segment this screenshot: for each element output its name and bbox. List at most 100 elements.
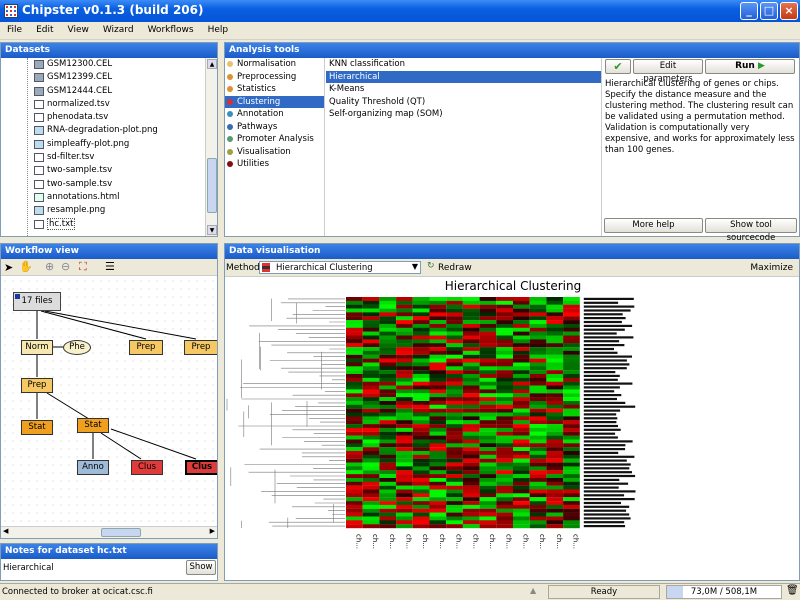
- scroll-left-icon[interactable]: ◀: [3, 527, 9, 535]
- dataset-item[interactable]: RNA-degradation-plot.png: [1, 124, 205, 137]
- heatmap-cell: [496, 370, 513, 375]
- node-clus-2[interactable]: Clus: [185, 460, 217, 475]
- method-select[interactable]: Hierarchical Clustering ▼: [259, 261, 421, 274]
- menu-wizard[interactable]: Wizard: [102, 25, 134, 35]
- workflow-title: Workflow view: [1, 244, 217, 259]
- tool-item[interactable]: KNN classification: [329, 59, 405, 69]
- param-ok-button[interactable]: ✔: [605, 59, 631, 74]
- datasets-scrollbar[interactable]: ▲ ▼: [205, 58, 217, 236]
- dataset-item[interactable]: sd-filter.tsv: [1, 151, 205, 164]
- menu-help[interactable]: Help: [207, 25, 229, 35]
- heatmap-cell: [462, 516, 480, 521]
- heatmap-cell: [513, 377, 530, 382]
- dataset-item[interactable]: normalized.tsv: [1, 98, 205, 111]
- auto-layout-icon[interactable]: ☰: [105, 260, 115, 273]
- scroll-down-icon[interactable]: ▼: [207, 225, 217, 235]
- edit-parameters-button[interactable]: Edit parameters: [633, 59, 703, 84]
- heatmap-cell: [462, 335, 480, 340]
- redraw-icon[interactable]: ↻: [427, 261, 435, 271]
- select-arrow-icon[interactable]: ➤: [4, 261, 14, 274]
- dataset-item[interactable]: annotations.html: [1, 191, 205, 204]
- heatmap-cell: [529, 339, 547, 344]
- show-tool-sourcecode-button[interactable]: Show tool sourcecode: [705, 218, 797, 243]
- dataset-item[interactable]: hc.txt: [1, 217, 205, 231]
- menu-edit[interactable]: Edit: [36, 25, 54, 35]
- node-prep-3[interactable]: Prep: [21, 378, 53, 393]
- redraw-button[interactable]: Redraw: [438, 263, 472, 273]
- node-stat-2[interactable]: Stat: [77, 418, 109, 433]
- workflow-hscrollbar[interactable]: ◀ ▶: [1, 526, 217, 538]
- maximize-window-button[interactable]: □: [760, 2, 778, 20]
- category-statistics[interactable]: Statistics: [225, 83, 324, 96]
- node-files[interactable]: 17 files: [13, 292, 61, 311]
- heatmap-cell: [529, 366, 547, 371]
- close-button[interactable]: ×: [780, 2, 798, 20]
- notes-show-button[interactable]: Show: [186, 560, 216, 575]
- row-label-mark: [583, 455, 635, 458]
- more-help-button[interactable]: More help: [604, 218, 703, 233]
- notes-text[interactable]: Hierarchical: [3, 563, 54, 573]
- fit-icon[interactable]: ⛶: [79, 260, 87, 273]
- menu-file[interactable]: File: [7, 25, 23, 35]
- row-label-mark: [583, 344, 625, 347]
- scroll-right-icon[interactable]: ▶: [209, 527, 215, 535]
- dataset-item[interactable]: two-sample.tsv: [1, 178, 205, 191]
- category-utilities[interactable]: Utilities: [225, 158, 324, 171]
- heatmap-cell: [563, 424, 580, 429]
- scroll-up-icon[interactable]: ▲: [207, 59, 217, 69]
- category-visualisation[interactable]: Visualisation: [225, 146, 324, 159]
- tool-item[interactable]: Quality Threshold (QT): [329, 96, 426, 107]
- dataset-item[interactable]: GSM12300.CEL: [1, 58, 205, 71]
- dataset-item[interactable]: GSM12399.CEL: [1, 71, 205, 84]
- category-clustering[interactable]: Clustering: [225, 95, 324, 108]
- maximize-button[interactable]: Maximize: [750, 263, 793, 273]
- category-preprocessing[interactable]: Preprocessing: [225, 71, 324, 84]
- node-stat-1[interactable]: Stat: [21, 420, 53, 435]
- trash-icon[interactable]: 🗑: [786, 585, 799, 596]
- node-prep-2[interactable]: Prep: [184, 340, 217, 355]
- heatmap-cell: [346, 324, 363, 328]
- dataset-item[interactable]: simpleaffy-plot.png: [1, 138, 205, 151]
- tool-item[interactable]: Self-organizing map (SOM): [329, 109, 443, 119]
- dataset-item[interactable]: phenodata.tsv: [1, 111, 205, 124]
- dataset-item[interactable]: two-sample.tsv: [1, 164, 205, 177]
- heatmap-cell: [412, 316, 430, 321]
- run-button[interactable]: Run ▶: [705, 59, 795, 74]
- task-up-icon[interactable]: ▲: [530, 586, 537, 595]
- hscroll-thumb[interactable]: [101, 528, 141, 537]
- heatmap-chart[interactable]: Hierarchical Clustering ch... ch... ch... c…: [225, 279, 800, 581]
- zoom-out-icon[interactable]: ⊖: [61, 260, 71, 273]
- dataset-name: GSM12399.CEL: [47, 72, 113, 83]
- heatmap-cell: [412, 366, 430, 371]
- workflow-edges: [36, 310, 197, 460]
- category-promoter-analysis[interactable]: Promoter Analysis: [225, 133, 324, 146]
- tool-item[interactable]: Hierarchical: [326, 70, 601, 83]
- heatmap-cell: [462, 331, 480, 336]
- dataset-item[interactable]: resample.png: [1, 204, 205, 217]
- scroll-thumb[interactable]: [207, 158, 217, 213]
- node-clus-1[interactable]: Clus: [131, 460, 163, 475]
- dataset-item[interactable]: GSM12444.CEL: [1, 85, 205, 98]
- heatmap-cell: [379, 416, 397, 421]
- heatmap-cell: [362, 478, 380, 482]
- node-norm[interactable]: Norm: [21, 340, 53, 355]
- menu-view[interactable]: View: [67, 25, 89, 35]
- menu-workflows[interactable]: Workflows: [147, 25, 194, 35]
- pan-hand-icon[interactable]: ✋: [19, 260, 33, 273]
- zoom-in-icon[interactable]: ⊕: [45, 260, 55, 273]
- category-normalisation[interactable]: Normalisation: [225, 58, 324, 71]
- node-phe[interactable]: Phe: [63, 340, 91, 355]
- category-pathways[interactable]: Pathways: [225, 121, 324, 134]
- node-prep-1[interactable]: Prep: [129, 340, 163, 355]
- tool-item[interactable]: K-Means: [329, 84, 365, 94]
- heatmap-cell: [346, 362, 363, 367]
- heatmap-cell: [346, 462, 363, 467]
- node-anno[interactable]: Anno: [77, 460, 109, 475]
- workflow-canvas[interactable]: 17 files Norm Phe Prep Prep Prep Stat St…: [1, 277, 217, 526]
- minimize-button[interactable]: _: [740, 2, 758, 20]
- heatmap-cell: [546, 451, 564, 455]
- row-label-mark: [583, 451, 619, 454]
- heatmap-cell: [479, 385, 497, 390]
- heatmap-cell: [479, 335, 497, 340]
- category-annotation[interactable]: Annotation: [225, 108, 324, 121]
